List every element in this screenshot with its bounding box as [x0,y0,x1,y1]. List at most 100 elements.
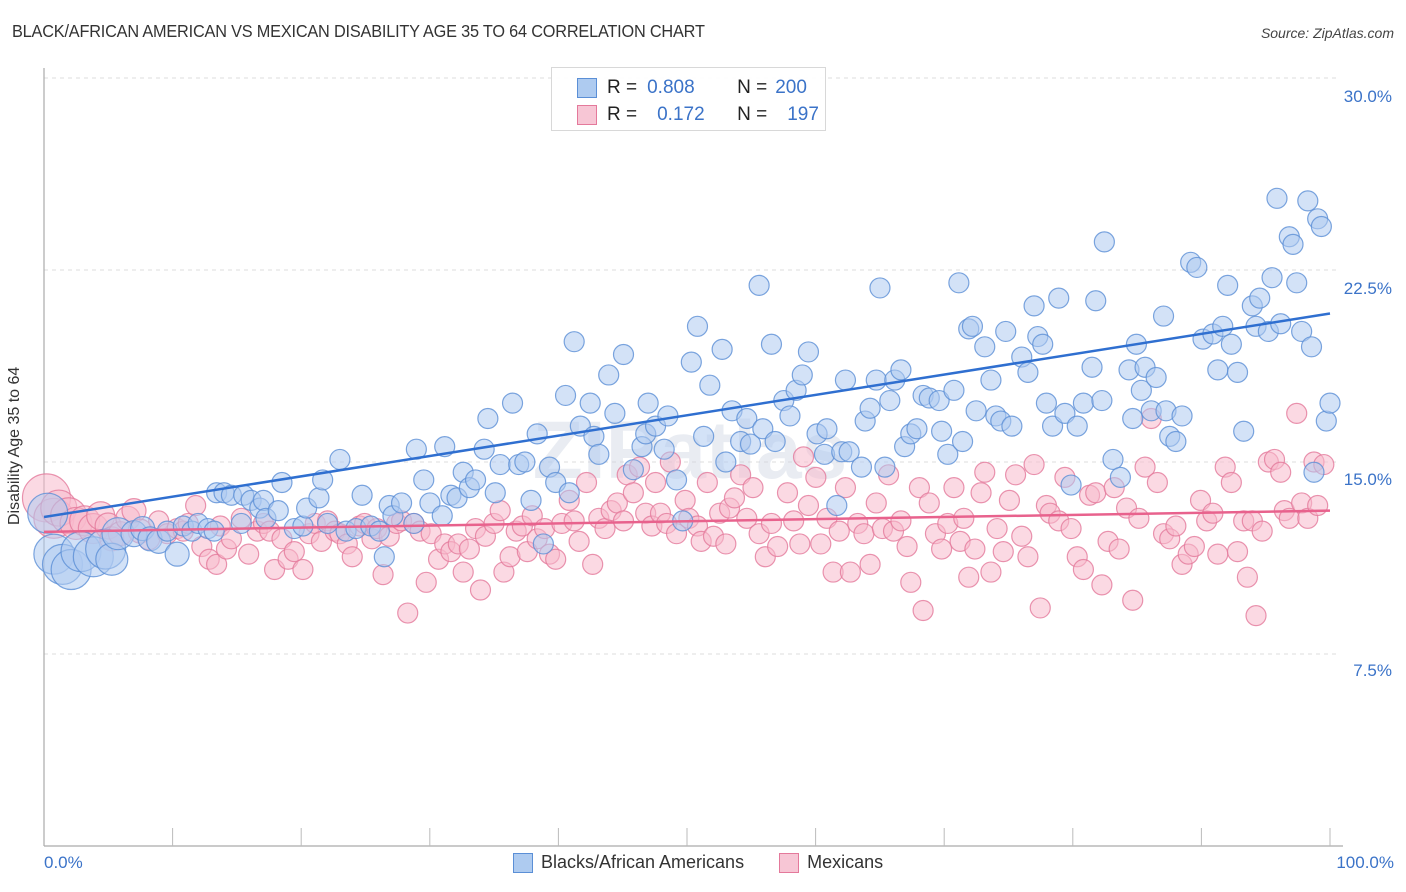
blacks-point [1303,461,1325,483]
blacks-point [598,364,620,386]
blacks-point [791,364,813,386]
y-tick-30: 30.0% [1343,87,1392,106]
blacks-point [869,277,891,299]
blacks-point [1001,415,1023,437]
blacks-point [680,351,702,373]
mexicans-point [792,446,815,468]
blacks-point [390,492,413,514]
legend-swatch-blue [513,852,533,873]
blacks-point [464,469,487,491]
blacks-point [637,392,659,414]
blacks-point [1035,392,1058,414]
stats-legend: R = 0.808 N = 200 R = 0.172 N = 197 [551,67,826,131]
x-tick-0: 0.0% [44,853,83,872]
gridlines [44,77,1340,655]
blacks-point [1102,448,1124,471]
mexicans-point [1207,543,1229,565]
mexicans-point [452,561,474,583]
blacks-point [1091,389,1113,412]
mexicans-point [458,538,480,560]
blacks-point [164,541,190,567]
legend-swatch-pink [577,105,597,125]
r-label: R = [607,77,638,98]
legend-item-blacks[interactable]: Blacks/African Americans [513,852,744,873]
blacks-point [890,359,912,381]
mexicans-point [545,548,567,570]
mexicans-point [644,471,667,494]
mexicans-point [980,561,1002,583]
blacks-point [622,459,644,481]
blacks-point [980,369,1002,391]
mexicans-point [783,510,805,532]
chart-title: BLACK/AFRICAN AMERICAN VS MEXICAN DISABI… [12,21,705,41]
mexicans-point [283,540,305,563]
legend-swatch-blue [577,78,597,98]
blacks-point [351,484,373,506]
mexicans-point [723,487,746,509]
blacks-point [1212,315,1234,337]
blacks-point [1282,233,1304,255]
blacks-point [501,392,524,414]
mexicans-point [292,558,314,581]
blacks-point [554,384,577,407]
mexicans-point [736,507,758,529]
legend-label-blacks: Blacks/African Americans [541,852,745,872]
n-label: N = [737,77,768,98]
blacks-point [874,456,896,478]
blacks-point [974,336,996,358]
mexicans-point [918,492,940,514]
legend-row-blacks: R = 0.808 N = 200 [552,74,807,102]
n-label: N = [737,104,768,125]
blacks-point [965,400,987,422]
blacks-point [928,389,950,412]
blacks-point [859,397,881,419]
blacks-point [1152,305,1175,327]
mexicans-point [810,533,832,555]
blacks-point [752,418,774,440]
mexicans-point [1251,520,1273,542]
series-legend: Blacks/African Americans Mexicans [513,852,918,873]
blacks-point [1297,190,1319,212]
blacks-point [739,433,762,455]
blacks-point [403,512,425,535]
blacks-point [1072,392,1095,414]
blacks-point [834,369,857,391]
mexicans-point [912,599,934,622]
blacks-point [477,407,499,430]
blacks-point [850,456,873,478]
r-label: R = [607,104,638,125]
blacks-point [748,274,770,296]
blacks-point [579,392,601,414]
trend-line-mexicans [43,509,1331,534]
mexicans-point [839,561,861,583]
mexicans-point [865,492,887,514]
mexicans-point [964,538,986,560]
legend-item-mexicans[interactable]: Mexicans [779,852,883,873]
blacks-point [373,546,395,568]
mexicans-point [998,489,1021,511]
blacks-point [961,315,984,337]
legend-label-mexicans: Mexicans [807,852,884,872]
trend-line-blacks [43,312,1331,519]
blacks-point [736,407,758,430]
mexicans-point [742,477,764,499]
blacks-point [612,343,635,366]
blacks-point [489,453,511,476]
blacks-point [1122,407,1144,430]
blacks-point [826,494,848,517]
blacks-point [1249,287,1271,309]
blacks-point [879,389,901,412]
blacks-point [203,520,225,542]
blacks-point [1207,359,1229,381]
blacks-point [1171,405,1193,427]
blacks-point [1286,272,1308,294]
mexicans-point [612,510,635,532]
mexicans-point [372,564,394,586]
mexicans-point [674,489,696,511]
blacks-point [665,469,688,491]
mexicans-point [767,535,789,558]
n-value: 197 [787,104,819,125]
mexicans-point [582,553,604,576]
blacks-point [1048,287,1070,309]
